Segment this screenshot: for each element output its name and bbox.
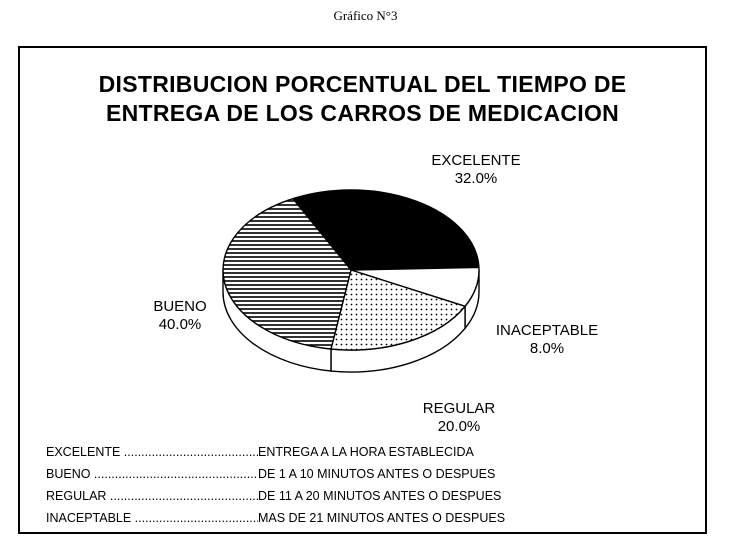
legend-term: INACEPTABLE ............................…: [46, 511, 258, 525]
chart-title-line-2: ENTREGA DE LOS CARROS DE MEDICACION: [105, 100, 620, 126]
legend-row-regular: REGULAR ................................…: [46, 485, 505, 507]
slice-name-bueno: BUENO: [153, 298, 207, 315]
pie-chart: [222, 189, 480, 373]
legend-description: DE 1 A 10 MINUTOS ANTES O DESPUES: [258, 467, 496, 481]
legend: EXCELENTE ..............................…: [46, 441, 505, 529]
slice-value-inaceptable: 8.0%: [529, 340, 565, 357]
chart-title-line-1: DISTRIBUCION PORCENTUAL DEL TIEMPO DE: [98, 71, 627, 97]
legend-row-excelente: EXCELENTE ..............................…: [46, 441, 505, 463]
slice-label-excelente: EXCELENTE 32.0%: [416, 152, 536, 188]
chart-frame: DISTRIBUCION PORCENTUAL DEL TIEMPO DE EN…: [18, 46, 707, 534]
pie-slice-regular: [330, 269, 466, 351]
legend-term: REGULAR ................................…: [46, 489, 258, 503]
pie-slice-excelente: [292, 189, 480, 271]
pie-slice-bueno: [222, 198, 352, 350]
legend-term: EXCELENTE ..............................…: [46, 445, 258, 459]
legend-description: ENTREGA A LA HORA ESTABLECIDA: [258, 445, 474, 459]
legend-row-inaceptable: INACEPTABLE ............................…: [46, 507, 505, 529]
legend-term: BUENO ..................................…: [46, 467, 258, 481]
slice-name-excelente: EXCELENTE: [431, 152, 521, 169]
slice-label-inaceptable: INACEPTABLE 8.0%: [482, 322, 612, 358]
chart-title: DISTRIBUCION PORCENTUAL DEL TIEMPO DE EN…: [20, 70, 705, 128]
figure-caption: Gráfico N°3: [333, 8, 398, 23]
slice-name-inaceptable: INACEPTABLE: [495, 322, 599, 339]
legend-row-bueno: BUENO ..................................…: [46, 463, 505, 485]
legend-description: DE 11 A 20 MINUTOS ANTES O DESPUES: [258, 489, 502, 503]
slice-value-bueno: 40.0%: [158, 316, 202, 333]
slice-value-regular: 20.0%: [437, 418, 481, 435]
slice-label-regular: REGULAR 20.0%: [404, 400, 514, 436]
slice-name-regular: REGULAR: [422, 400, 496, 417]
legend-description: MAS DE 21 MINUTOS ANTES O DESPUES: [258, 511, 506, 525]
slice-value-excelente: 32.0%: [454, 170, 498, 187]
slice-label-bueno: BUENO 40.0%: [140, 298, 220, 334]
